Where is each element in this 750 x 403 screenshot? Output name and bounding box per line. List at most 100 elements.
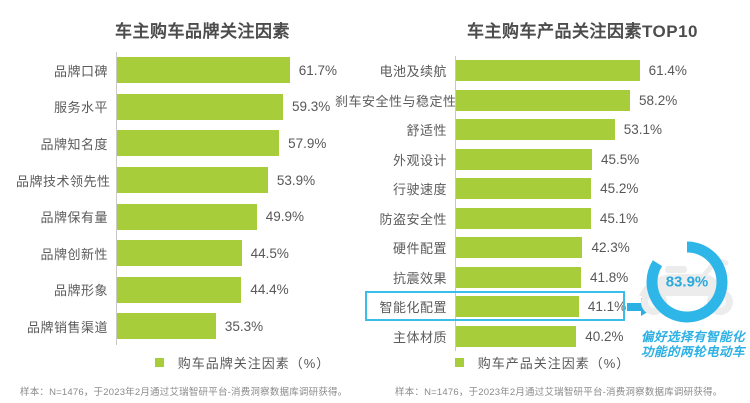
bar-track: 58.2%	[455, 85, 746, 115]
bar	[456, 89, 631, 111]
bar-row: 舒适性 53.1%	[335, 115, 746, 145]
bar-track: 44.4%	[116, 271, 331, 309]
value-label: 45.2%	[600, 181, 639, 197]
legend-swatch-icon	[454, 358, 464, 367]
bar-track: 59.3%	[116, 88, 331, 126]
chart-panel-brand: 车主购车品牌关注因素 品牌口碑 61.7% 服务水平 59.3% 品牌知名度 57.9% 品…	[0, 0, 347, 403]
category-label: 品牌技术领先性	[16, 173, 111, 189]
bar-track: 45.5%	[455, 144, 746, 174]
bar-track: 41.8%	[455, 262, 746, 292]
bar	[117, 313, 216, 340]
bar-track: 35.3%	[116, 308, 331, 345]
bar-row: 防盗安全性 45.1%	[335, 203, 746, 233]
bar	[117, 57, 290, 84]
value-label: 45.1%	[599, 210, 639, 226]
bar-track: 61.7%	[116, 52, 337, 89]
bar	[456, 178, 592, 200]
bar	[456, 296, 579, 318]
value-label: 41.1%	[587, 299, 627, 315]
value-label: 41.8%	[589, 269, 629, 285]
bar-rows-product: 电池及续航 61.4% 刹车安全性与稳定性 58.2% 舒适性 53.1% 外观设计 45.5…	[335, 56, 746, 351]
chart-panel-product: 车主购车产品关注因素TOP10 电池及续航 61.4% 刹车安全性与稳定性 58.2%…	[335, 0, 750, 403]
bar-row: 外观设计 45.5%	[335, 144, 746, 174]
value-label: 53.9%	[276, 172, 316, 188]
category-label: 舒适性	[406, 123, 447, 139]
bar-rows-brand: 品牌口碑 61.7% 服务水平 59.3% 品牌知名度 57.9% 品牌技术领先性 53.9%…	[16, 52, 337, 345]
category-label: 硬件配置	[392, 241, 447, 257]
bar-track: 49.9%	[116, 198, 331, 235]
bar-track: 42.3%	[455, 233, 746, 263]
category-label: 电池及续航	[379, 64, 447, 80]
category-label: 服务水平	[53, 100, 108, 116]
insight-caption: 偏好选择有智能化 功能的两轮电动车	[623, 330, 750, 360]
bar-row: 品牌形象 44.4%	[16, 271, 331, 309]
category-label: 刹车安全性与稳定性	[335, 93, 457, 109]
sample-footnote: 样本：N=1476，于2023年2月通过艾瑞智研平台-消费洞察数据库调研获得。	[395, 387, 723, 398]
value-label: 42.3%	[591, 240, 630, 256]
donut-value: 83.9%	[665, 273, 709, 291]
bar-track: 41.1%	[455, 292, 746, 322]
insight-caption-line2: 功能的两轮电动车	[640, 345, 745, 359]
legend-swatch-icon	[154, 358, 164, 367]
bar-row: 服务水平 59.3%	[16, 88, 331, 126]
bar	[456, 148, 593, 170]
bar	[456, 60, 640, 82]
category-label: 品牌知名度	[40, 136, 108, 152]
bar-track: 57.9%	[116, 125, 331, 162]
bar-row: 品牌保有量 49.9%	[16, 198, 331, 235]
category-label: 品牌口碑	[53, 63, 108, 79]
bar	[456, 237, 583, 259]
value-label: 61.4%	[648, 63, 687, 79]
category-label: 品牌保有量	[40, 210, 108, 226]
value-label: 58.2%	[639, 92, 678, 108]
bar-row: 主体材质 40.2%	[335, 321, 746, 351]
value-label: 45.5%	[601, 151, 640, 167]
chart-title-product: 车主购车产品关注因素TOP10	[466, 22, 699, 41]
bar-row: 品牌口碑 61.7%	[16, 52, 337, 89]
bar-row: 硬件配置 42.3%	[335, 233, 746, 263]
bar	[117, 240, 242, 267]
bar	[117, 203, 257, 230]
insight-donut: 83.9%	[639, 238, 733, 326]
value-label: 53.1%	[623, 122, 663, 138]
value-label: 44.5%	[250, 245, 289, 261]
bar	[117, 167, 268, 194]
legend-product: 购车产品关注因素（%）	[335, 353, 750, 372]
bar	[456, 266, 581, 288]
bar	[117, 130, 280, 157]
bar	[456, 207, 591, 229]
legend-label: 购车品牌关注因素（%）	[177, 356, 331, 371]
insight-caption-line1: 偏好选择有智能化	[640, 330, 745, 344]
bar	[456, 325, 577, 347]
bar-row: 品牌知名度 57.9%	[16, 125, 331, 162]
value-label: 59.3%	[292, 99, 331, 115]
bar	[456, 119, 615, 141]
category-label: 主体材质	[392, 329, 447, 345]
category-label: 抗震效果	[392, 270, 447, 286]
bar-row: 品牌创新性 44.5%	[16, 234, 331, 272]
value-label: 35.3%	[224, 318, 264, 334]
value-label: 61.7%	[298, 62, 338, 78]
bar-row: 智能化配置 41.1%	[335, 291, 746, 322]
legend-label: 购车产品关注因素（%）	[477, 356, 631, 371]
bar-track: 53.9%	[116, 161, 331, 199]
bar-row: 抗震效果 41.8%	[335, 262, 746, 292]
arrow-right-icon	[627, 297, 657, 317]
value-label: 57.9%	[288, 135, 327, 151]
legend-brand: 购车品牌关注因素（%）	[75, 353, 410, 372]
category-label: 外观设计	[392, 152, 447, 168]
bar-track: 44.5%	[116, 234, 331, 272]
bar-track: 40.2%	[455, 321, 746, 351]
bar-row: 电池及续航 61.4%	[335, 56, 746, 86]
value-label: 40.2%	[585, 328, 624, 344]
bar	[117, 93, 284, 120]
category-label: 行驶速度	[392, 182, 447, 198]
bar-track: 53.1%	[455, 115, 746, 145]
bar-track: 45.1%	[455, 203, 746, 233]
value-label: 44.4%	[250, 282, 289, 298]
bar-track: 61.4%	[455, 56, 746, 86]
bar-row: 品牌技术领先性 53.9%	[16, 161, 331, 199]
sample-footnote: 样本：N=1476，于2023年2月通过艾瑞智研平台-消费洞察数据库调研获得。	[20, 387, 348, 398]
category-label: 品牌销售渠道	[26, 319, 108, 335]
